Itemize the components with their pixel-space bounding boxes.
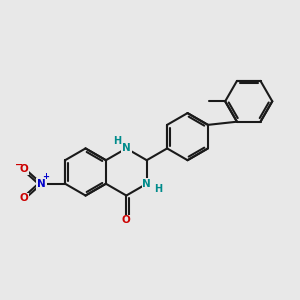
Text: O: O	[122, 215, 131, 226]
Text: O: O	[19, 194, 28, 203]
Text: H: H	[113, 136, 122, 146]
Text: O: O	[19, 164, 28, 174]
Text: +: +	[42, 172, 49, 181]
Text: N: N	[122, 143, 131, 153]
Text: N: N	[37, 179, 46, 189]
Text: −: −	[15, 159, 23, 170]
Text: N: N	[142, 179, 151, 189]
Text: H: H	[154, 184, 162, 194]
